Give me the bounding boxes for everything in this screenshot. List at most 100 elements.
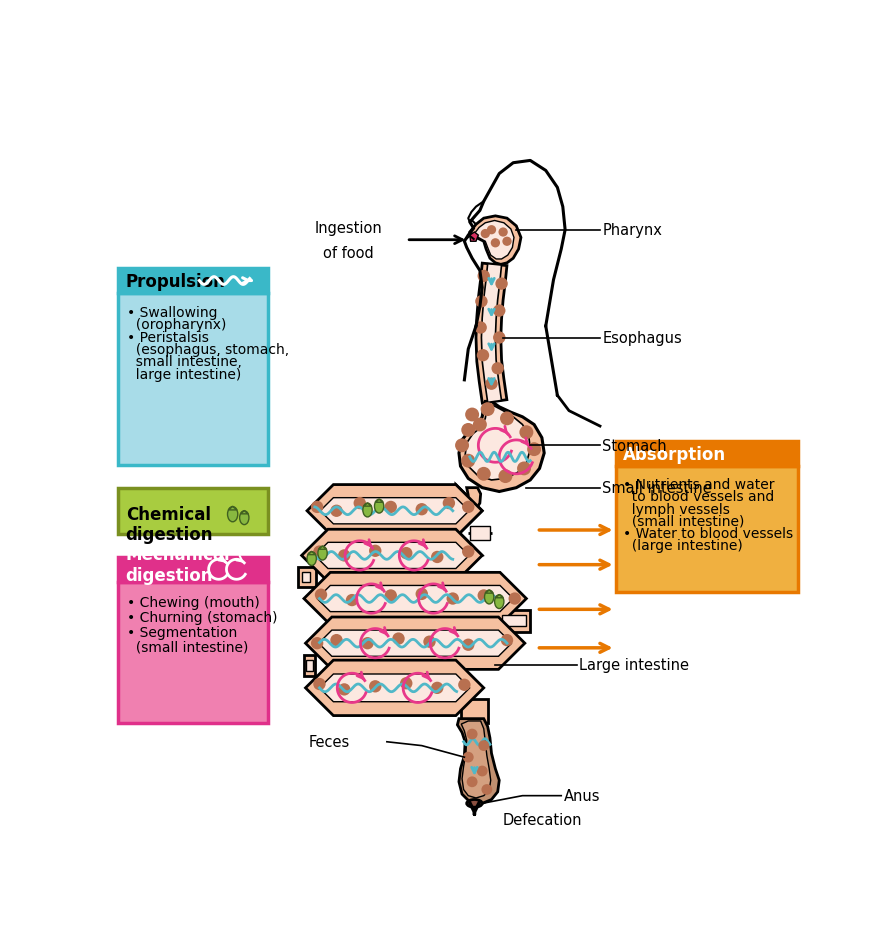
Text: Stomach: Stomach bbox=[603, 438, 667, 453]
Text: (small intestine): (small intestine) bbox=[623, 514, 745, 528]
Circle shape bbox=[416, 588, 428, 601]
Text: large intestine): large intestine) bbox=[127, 367, 241, 381]
Circle shape bbox=[384, 502, 397, 514]
Text: Ingestion: Ingestion bbox=[315, 221, 382, 235]
Circle shape bbox=[481, 402, 494, 416]
Circle shape bbox=[315, 589, 327, 602]
Circle shape bbox=[461, 454, 476, 468]
Circle shape bbox=[477, 590, 490, 602]
Text: Propulsion: Propulsion bbox=[126, 273, 225, 290]
Polygon shape bbox=[307, 485, 482, 538]
Polygon shape bbox=[306, 660, 313, 671]
Circle shape bbox=[477, 271, 490, 283]
Polygon shape bbox=[375, 500, 383, 502]
Circle shape bbox=[431, 682, 443, 694]
Text: Absorption: Absorption bbox=[623, 445, 726, 464]
Text: • Peristalsis: • Peristalsis bbox=[127, 330, 209, 345]
Text: • Segmentation: • Segmentation bbox=[127, 625, 238, 639]
Circle shape bbox=[455, 438, 469, 452]
Polygon shape bbox=[306, 660, 484, 716]
Ellipse shape bbox=[485, 590, 493, 604]
Text: Feces: Feces bbox=[308, 734, 350, 749]
Polygon shape bbox=[301, 529, 482, 582]
Circle shape bbox=[493, 332, 505, 344]
Circle shape bbox=[330, 505, 342, 517]
Polygon shape bbox=[475, 222, 514, 260]
Circle shape bbox=[465, 408, 479, 422]
Text: of food: of food bbox=[323, 246, 374, 260]
Polygon shape bbox=[320, 498, 469, 525]
Circle shape bbox=[346, 594, 358, 606]
Text: small intestine,: small intestine, bbox=[127, 355, 242, 369]
Circle shape bbox=[313, 546, 325, 558]
Polygon shape bbox=[318, 547, 326, 550]
Polygon shape bbox=[470, 233, 478, 242]
FancyBboxPatch shape bbox=[118, 489, 267, 534]
Circle shape bbox=[400, 547, 412, 560]
Circle shape bbox=[416, 503, 428, 515]
Polygon shape bbox=[460, 700, 487, 723]
Circle shape bbox=[400, 678, 412, 690]
FancyBboxPatch shape bbox=[118, 269, 267, 294]
Polygon shape bbox=[470, 217, 521, 265]
FancyBboxPatch shape bbox=[615, 442, 797, 466]
Circle shape bbox=[487, 226, 496, 235]
Circle shape bbox=[369, 680, 382, 692]
Polygon shape bbox=[302, 573, 310, 582]
Ellipse shape bbox=[494, 595, 504, 609]
Circle shape bbox=[462, 639, 475, 651]
Circle shape bbox=[338, 683, 350, 696]
Text: to blood vessels and: to blood vessels and bbox=[623, 489, 774, 503]
Text: Anus: Anus bbox=[563, 788, 600, 804]
Text: (large intestine): (large intestine) bbox=[623, 539, 743, 552]
Polygon shape bbox=[461, 721, 491, 798]
Circle shape bbox=[443, 498, 455, 510]
Text: Esophagus: Esophagus bbox=[603, 331, 682, 346]
Circle shape bbox=[461, 424, 476, 438]
Polygon shape bbox=[308, 552, 316, 555]
Circle shape bbox=[500, 412, 514, 425]
Polygon shape bbox=[364, 503, 371, 506]
Text: Small intestine: Small intestine bbox=[603, 480, 713, 496]
Polygon shape bbox=[464, 489, 481, 510]
Circle shape bbox=[431, 552, 443, 564]
Circle shape bbox=[519, 425, 534, 439]
Circle shape bbox=[482, 784, 493, 795]
Circle shape bbox=[392, 633, 405, 645]
Text: • Nutrients and water: • Nutrients and water bbox=[623, 477, 775, 491]
Text: (small intestine): (small intestine) bbox=[127, 640, 249, 654]
Circle shape bbox=[330, 634, 342, 647]
Circle shape bbox=[509, 592, 521, 605]
Circle shape bbox=[475, 322, 487, 335]
Polygon shape bbox=[465, 406, 530, 480]
Circle shape bbox=[517, 462, 531, 476]
Circle shape bbox=[463, 752, 474, 763]
Circle shape bbox=[423, 636, 435, 648]
Circle shape bbox=[369, 545, 382, 557]
Circle shape bbox=[462, 502, 475, 514]
Text: • Water to blood vessels: • Water to blood vessels bbox=[623, 527, 793, 540]
Polygon shape bbox=[459, 402, 544, 492]
FancyBboxPatch shape bbox=[118, 294, 267, 465]
Circle shape bbox=[501, 634, 513, 647]
Circle shape bbox=[481, 230, 490, 239]
Text: (oropharynx): (oropharynx) bbox=[127, 318, 226, 332]
Circle shape bbox=[476, 296, 487, 308]
Circle shape bbox=[492, 362, 504, 375]
Circle shape bbox=[477, 467, 491, 481]
Polygon shape bbox=[476, 264, 507, 404]
Polygon shape bbox=[298, 567, 316, 588]
Ellipse shape bbox=[467, 800, 482, 807]
Circle shape bbox=[361, 638, 374, 650]
Polygon shape bbox=[304, 573, 527, 625]
Ellipse shape bbox=[228, 507, 238, 522]
Circle shape bbox=[338, 550, 350, 562]
Circle shape bbox=[353, 498, 366, 510]
Ellipse shape bbox=[240, 511, 249, 525]
Circle shape bbox=[499, 470, 512, 484]
Polygon shape bbox=[228, 507, 237, 511]
FancyBboxPatch shape bbox=[615, 466, 797, 592]
Polygon shape bbox=[502, 616, 526, 627]
Circle shape bbox=[458, 679, 470, 692]
Circle shape bbox=[311, 502, 324, 514]
